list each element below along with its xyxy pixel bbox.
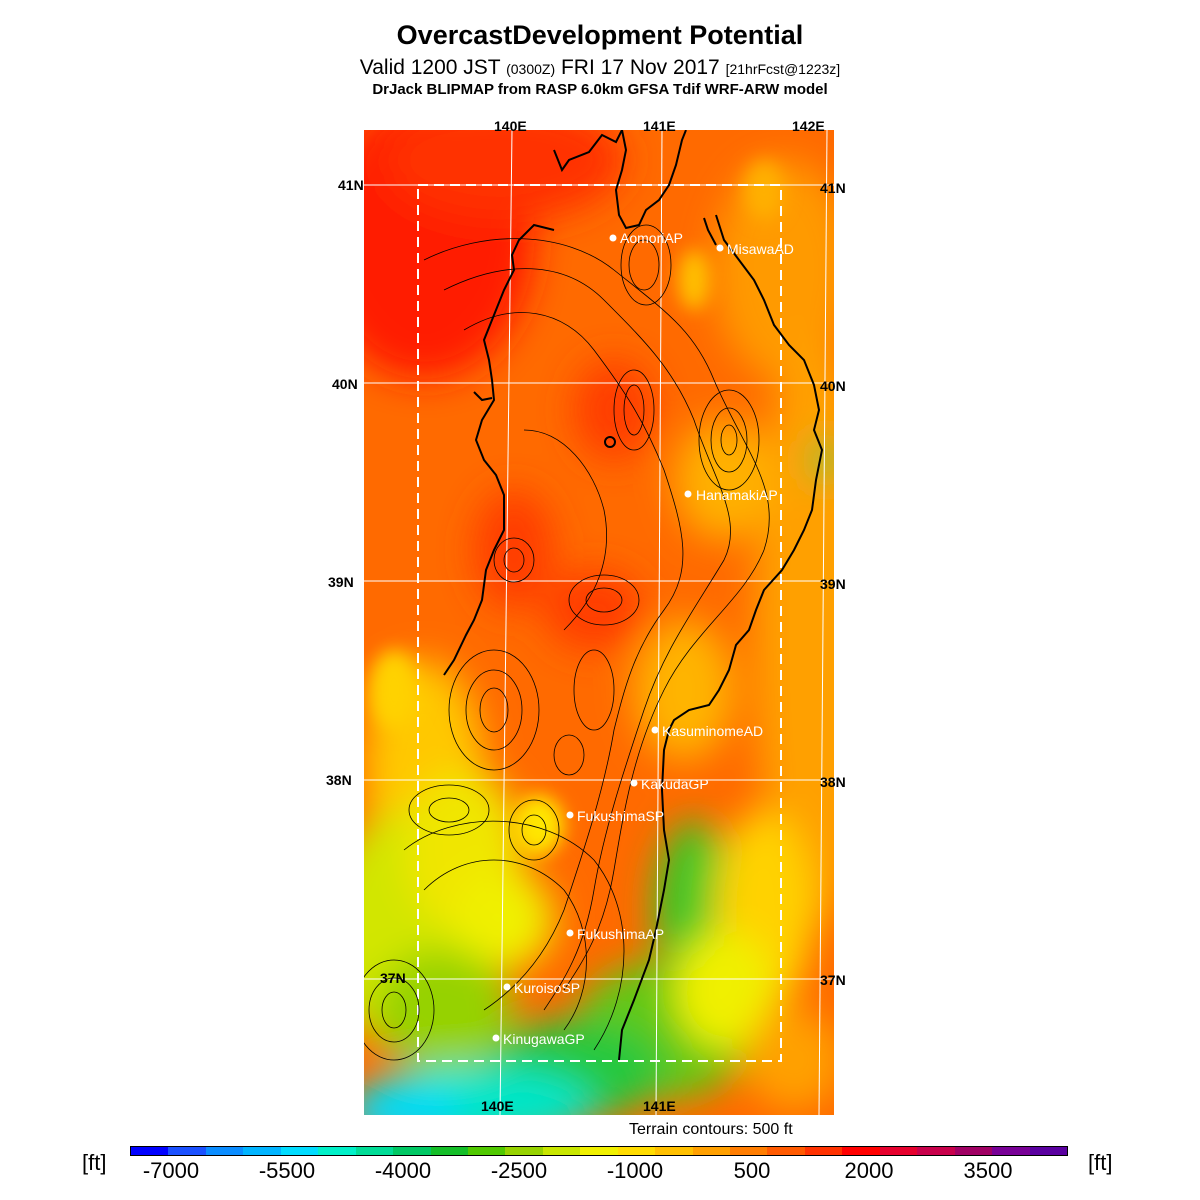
lon-label-top: 140E [494, 118, 527, 134]
colorbar-label: 2000 [844, 1158, 894, 1183]
colorbar-cell [580, 1147, 618, 1155]
colorbar-cell [767, 1147, 805, 1155]
colorbar-cell [318, 1147, 356, 1155]
station-labels: AomoriAP MisawaAD HanamakiAP KasuminomeA… [503, 230, 794, 1047]
colorbar-cell [879, 1147, 918, 1155]
station-label: FukushimaSP [577, 808, 664, 824]
colorbar-cell [954, 1147, 993, 1155]
map-svg: AomoriAP MisawaAD HanamakiAP KasuminomeA… [364, 130, 834, 1115]
colorbar-cell [467, 1147, 506, 1155]
lon-label-top: 141E [643, 118, 676, 134]
valid-time: Valid 1200 JST [359, 56, 501, 79]
station-label: AomoriAP [620, 230, 683, 246]
colorbar-cell [992, 1147, 1030, 1155]
station-label: FukushimaAP [577, 926, 664, 942]
colorbar-cell [655, 1147, 693, 1155]
lat-label-left: 38N [326, 772, 352, 788]
colorbar-cell [280, 1147, 319, 1155]
colorbar-unit-left: [ft] [82, 1150, 107, 1175]
colorbar-label: -5500 [258, 1158, 316, 1183]
utc-time: (0300Z) [506, 61, 556, 77]
colorbar [130, 1146, 1068, 1156]
colorbar-cell [542, 1147, 581, 1155]
colorbar-cell [243, 1147, 281, 1155]
lat-label-right: 39N [820, 576, 846, 592]
colorbar-cell [804, 1147, 843, 1155]
colorbar-unit-right: [ft] [1088, 1150, 1113, 1175]
colorbar-cell [131, 1147, 169, 1155]
model-description: DrJack BLIPMAP from RASP 6.0km GFSA Tdif… [372, 81, 828, 98]
valid-time-line: Valid 1200 JST (0300Z) FRI 17 Nov 2017 [… [0, 56, 1200, 80]
colorbar-label: -1000 [606, 1158, 664, 1183]
terrain-contour-note: Terrain contours: 500 ft [629, 1121, 793, 1138]
coastline [443, 130, 824, 1061]
colorbar-cell [917, 1147, 955, 1155]
station-label: KuroisoSP [514, 980, 580, 996]
colorbar-cell [842, 1147, 880, 1155]
lon-label-bottom: 140E [481, 1098, 514, 1114]
station-label: KasuminomeAD [662, 723, 763, 739]
colorbar-cell [730, 1147, 768, 1155]
colorbar-cell [617, 1147, 656, 1155]
colorbar-cell [205, 1147, 244, 1155]
station-label: MisawaAD [727, 241, 794, 257]
graticule [364, 130, 834, 1115]
forecast-info: [21hrFcst@1223z] [725, 61, 841, 77]
lat-label-left: 39N [328, 574, 354, 590]
lat-label-right: 38N [820, 774, 846, 790]
terrain-contours [364, 224, 770, 1061]
colorbar-label: 500 [733, 1158, 771, 1183]
lat-label-right: 37N [820, 972, 846, 988]
colorbar-cell [505, 1147, 543, 1155]
colorbar-cell [355, 1147, 394, 1155]
valid-date: FRI 17 Nov 2017 [560, 56, 720, 79]
chart-title: OvercastDevelopment Potential [396, 20, 804, 50]
lon-label-bottom: 141E [643, 1098, 676, 1114]
lat-label-right: 41N [820, 180, 846, 196]
colorbar-label: -2500 [490, 1158, 548, 1183]
colorbar-cell [692, 1147, 730, 1155]
lat-label-left: 37N [380, 970, 406, 986]
colorbar-label: 3500 [963, 1158, 1013, 1183]
colorbar-label: -7000 [142, 1158, 200, 1183]
colorbar-cell [430, 1147, 468, 1155]
map-panel: AomoriAP MisawaAD HanamakiAP KasuminomeA… [364, 130, 834, 1115]
colorbar-cell [1029, 1147, 1067, 1155]
lat-label-left: 40N [332, 376, 358, 392]
colorbar-cell [393, 1147, 431, 1155]
colorbar-cell [168, 1147, 206, 1155]
station-label: KakudaGP [641, 776, 709, 792]
station-label: KinugawaGP [503, 1031, 585, 1047]
lat-label-right: 40N [820, 378, 846, 394]
station-label: HanamakiAP [696, 487, 778, 503]
station-markers [492, 234, 724, 1042]
field-detail [369, 160, 784, 855]
lon-label-top: 142E [792, 118, 825, 134]
inner-domain-box [417, 184, 782, 1062]
colorbar-label: -4000 [374, 1158, 432, 1183]
lat-label-left: 41N [338, 177, 364, 193]
